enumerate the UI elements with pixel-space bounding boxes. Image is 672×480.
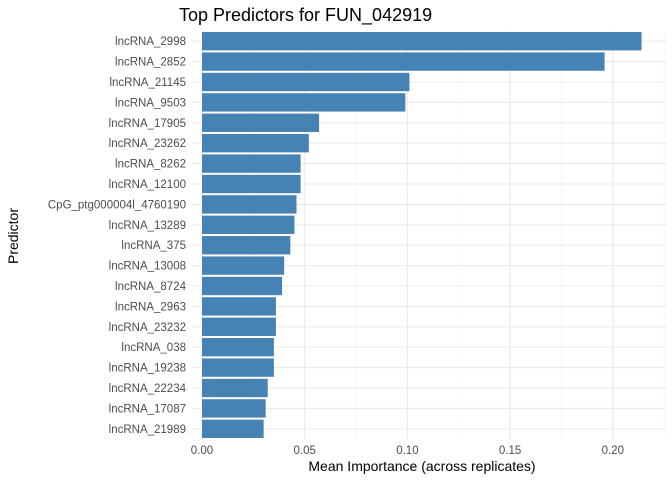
x-tick-label: 0.10	[396, 445, 418, 457]
y-tick-label: lncRNA_17905	[109, 118, 186, 130]
y-tick-label: lncRNA_23262	[109, 138, 186, 150]
bar	[202, 358, 274, 377]
y-tick-label: lncRNA_8724	[115, 281, 187, 293]
bar	[202, 338, 274, 357]
chart-title: Top Predictors for FUN_042919	[179, 5, 432, 26]
y-tick-label: lncRNA_23232	[109, 322, 186, 334]
y-tick-label: lncRNA_2998	[115, 36, 186, 48]
bar	[202, 256, 285, 275]
bar	[202, 317, 276, 336]
bar	[202, 113, 320, 132]
x-tick-label: 0.00	[191, 445, 213, 457]
bar	[202, 276, 283, 296]
y-tick-label: lncRNA_2852	[115, 57, 186, 69]
y-tick-label: lncRNA_038	[121, 342, 186, 354]
y-tick-label: lncRNA_2963	[115, 301, 186, 313]
y-tick-label: lncRNA_21989	[109, 424, 186, 436]
y-tick-label: lncRNA_13289	[109, 220, 186, 232]
bar	[202, 174, 301, 194]
bar	[202, 32, 642, 51]
y-tick-label: lncRNA_12100	[109, 179, 186, 191]
bar	[202, 399, 266, 418]
bar	[202, 215, 295, 234]
x-axis-title: Mean Importance (across replicates)	[308, 458, 535, 474]
y-tick-label: CpG_ptg000004l_4760190	[48, 199, 186, 211]
bar	[202, 134, 309, 153]
x-tick-labels: 0.00 0.05 0.10 0.15 0.20	[191, 445, 624, 457]
bar	[202, 154, 301, 173]
y-axis-title: Predictor	[5, 208, 21, 264]
bar	[202, 419, 264, 438]
bar	[202, 52, 605, 71]
bar	[202, 93, 406, 112]
y-tick-labels: lncRNA_2998 lncRNA_2852 lncRNA_21145 lncRNA…	[48, 36, 187, 436]
y-tick-label: lncRNA_9503	[115, 97, 186, 109]
bar	[202, 297, 276, 316]
y-tick-label: lncRNA_375	[121, 240, 186, 252]
bar	[202, 236, 291, 255]
bar	[202, 378, 268, 398]
bar	[202, 195, 297, 214]
grid	[192, 31, 666, 439]
bar	[202, 72, 410, 92]
bars	[202, 32, 642, 438]
y-tick-label: lncRNA_8262	[115, 159, 186, 171]
y-tick-label: lncRNA_13008	[109, 261, 186, 273]
x-tick-label: 0.15	[499, 445, 521, 457]
x-tick-label: 0.05	[294, 445, 316, 457]
y-tick-label: lncRNA_22234	[109, 383, 187, 395]
y-tick-label: lncRNA_19238	[109, 363, 186, 375]
x-tick-label: 0.20	[602, 445, 624, 457]
y-tick-label: lncRNA_21145	[109, 77, 186, 89]
y-tick-label: lncRNA_17087	[109, 403, 186, 415]
